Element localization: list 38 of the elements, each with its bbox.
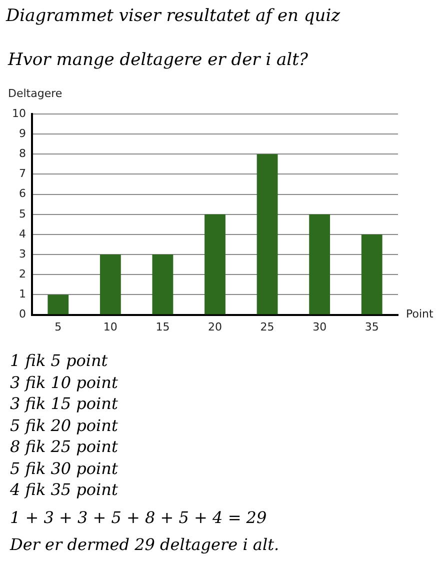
bar	[361, 234, 382, 314]
bar	[204, 214, 226, 314]
bar	[256, 154, 278, 314]
y-tick-label: 4	[18, 227, 26, 240]
bar	[100, 254, 121, 314]
y-tick-label: 2	[18, 268, 26, 280]
y-tick-label: 8	[18, 147, 26, 160]
y-tick-label: 3	[18, 247, 26, 260]
y-tick-label: 10	[12, 106, 26, 120]
bar	[152, 254, 174, 314]
y-tick-label: 6	[18, 187, 26, 200]
x-axis-title: Point	[406, 308, 434, 321]
bar	[48, 294, 69, 314]
x-tick-label: 30	[312, 320, 327, 334]
y-axis-title: Deltagere	[8, 87, 62, 100]
chart-subtitle: Hvor mange deltagere er der i alt?	[8, 50, 308, 70]
y-tick-label: 0	[18, 308, 26, 321]
y-tick-label: 9	[18, 126, 26, 140]
text: 1 + 3 + 3 + 5 + 8 + 5 + 4 = 29	[10, 506, 268, 528]
y-tick-label: 1	[18, 288, 26, 301]
text: 5 fik 20 point	[10, 414, 119, 436]
y-tick-label: 7	[18, 167, 26, 180]
text: 4 fik 35 point	[10, 479, 119, 500]
x-tick-label: 35	[364, 320, 379, 334]
x-tick-label: 5	[54, 320, 62, 334]
y-tick-label: 5	[18, 207, 26, 220]
bar	[309, 214, 330, 314]
chart-title: Diagrammet viser resultatet af en quiz	[6, 6, 340, 26]
x-tick-label: 10	[103, 320, 118, 334]
x-tick-label: 25	[260, 320, 274, 334]
x-tick-label: 20	[208, 320, 222, 334]
text: 1 fik 5 point	[10, 350, 109, 372]
text: 5 fik 30 point	[10, 458, 119, 479]
text: 8 fik 25 point	[10, 436, 119, 458]
x-tick-label: 15	[156, 320, 170, 334]
text: 3 fik 10 point	[10, 372, 119, 393]
text: 3 fik 15 point	[10, 393, 119, 414]
text: Der er dermed 29 deltagere i alt.	[10, 534, 280, 556]
